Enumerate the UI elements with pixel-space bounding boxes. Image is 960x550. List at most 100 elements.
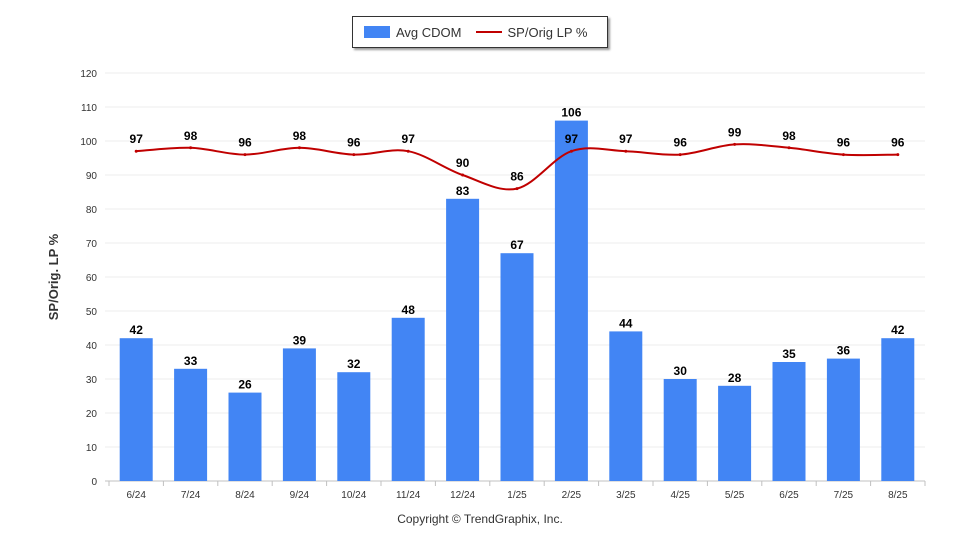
bar [772,362,806,481]
x-tick-label: 9/24 [290,490,310,501]
bar-data-label: 42 [130,323,144,337]
bar-data-label: 35 [782,347,796,361]
x-tick-label: 8/25 [888,490,908,501]
line-point [569,149,573,153]
bar-data-label: 48 [402,303,416,317]
legend-line-swatch [475,31,502,33]
line-point [678,153,682,157]
copyright-text: Copyright © TrendGraphix, Inc. [397,512,563,526]
legend-item-avg-cdom[interactable]: Avg CDOM [364,25,462,40]
line-data-label: 97 [619,132,633,146]
line-point [787,146,791,150]
bar-data-label: 83 [456,184,470,198]
x-tick-label: 8/24 [235,490,255,501]
bar [337,372,371,481]
line-data-label: 97 [402,132,416,146]
y-tick-label: 90 [86,171,98,182]
bar [881,338,915,481]
line-data-label: 96 [674,136,688,150]
line-series [134,142,900,191]
y-axis-ticks: 0 10 20 30 40 50 60 70 80 90 100 110 120 [80,69,97,488]
y-tick-label: 100 [80,137,97,148]
line-data-label: 98 [184,129,198,143]
y-tick-label: 40 [86,341,98,352]
line-data-label: 90 [456,156,470,170]
x-tick-label: 12/24 [450,490,475,501]
bar [500,253,534,481]
bar [228,392,262,481]
legend-bar-label: Avg CDOM [396,24,462,40]
legend-line-label: SP/Orig LP % [507,24,588,40]
x-tick-label: 2/25 [562,490,582,501]
y-tick-label: 70 [86,239,98,250]
x-tick-label: 4/25 [670,490,690,501]
legend-bar-swatch [364,26,390,38]
x-tick-label: 7/25 [834,490,854,501]
x-tick-label: 6/25 [779,490,799,501]
y-tick-label: 110 [81,103,97,114]
data-labels: 42 33 26 39 32 48 83 67 106 44 30 28 35 36 42 97 98 96 98 9… [130,106,905,392]
x-axis-ticks: 6/24 7/24 8/24 9/24 10/24 11/24 12/24 1/25 2/25 3… [126,490,908,501]
bar-data-label: 26 [238,378,252,392]
x-tick-label: 5/25 [725,490,745,501]
bar-series [119,120,915,482]
bar [718,385,752,481]
bar [554,120,588,481]
y-tick-label: 60 [86,273,98,284]
line-data-label: 97 [130,132,144,146]
bar [663,379,697,481]
bar-data-label: 32 [347,357,361,371]
line-point [189,146,193,150]
line-data-label: 86 [510,170,524,184]
bar-data-label: 30 [674,364,688,378]
bar [391,317,425,481]
line-data-label: 98 [293,129,307,143]
bar-data-label: 36 [837,344,851,358]
bar-data-label: 28 [728,371,742,385]
line-point [461,173,465,177]
y-axis-label: SP/Orig. LP % [46,233,61,320]
line-point [406,149,410,153]
y-tick-label: 50 [86,307,98,318]
bar-data-label: 67 [510,238,524,252]
bar [119,338,153,481]
line-data-label: 96 [347,136,361,150]
y-tick-label: 0 [91,477,97,488]
legend-item-sp-orig-lp[interactable]: SP/Orig LP % [475,24,588,40]
line-point [515,187,519,191]
bar [174,368,208,481]
y-tick-label: 20 [86,409,98,420]
bar-data-label: 44 [619,316,633,330]
bar-data-label: 106 [561,106,581,120]
bar [446,198,480,482]
x-tick-label: 11/24 [396,490,421,501]
x-tick-label: 10/24 [341,490,366,501]
line-data-label: 97 [565,132,579,146]
line-data-label: 96 [837,136,851,150]
line-data-label: 96 [891,136,905,150]
bar-data-label: 33 [184,354,198,368]
y-tick-label: 120 [80,69,97,80]
y-tick-label: 30 [86,375,98,386]
line-point [352,153,356,157]
x-tick-label: 6/24 [126,490,146,501]
line-point [733,142,737,146]
line-point [896,153,900,157]
bar-data-label: 39 [293,333,307,347]
bar-data-label: 42 [891,323,905,337]
line-data-label: 98 [782,129,796,143]
line-point [841,153,845,157]
line-point [134,149,138,153]
line-data-label: 96 [238,136,252,150]
y-tick-label: 10 [86,443,98,454]
x-tick-label: 1/25 [507,490,527,501]
bar [282,348,316,481]
x-tick-label: 7/24 [181,490,201,501]
line-point [624,149,628,153]
line-point [243,153,247,157]
y-tick-label: 80 [86,205,98,216]
line-point [297,146,301,150]
line-data-label: 99 [728,125,742,139]
x-tick-label: 3/25 [616,490,636,501]
